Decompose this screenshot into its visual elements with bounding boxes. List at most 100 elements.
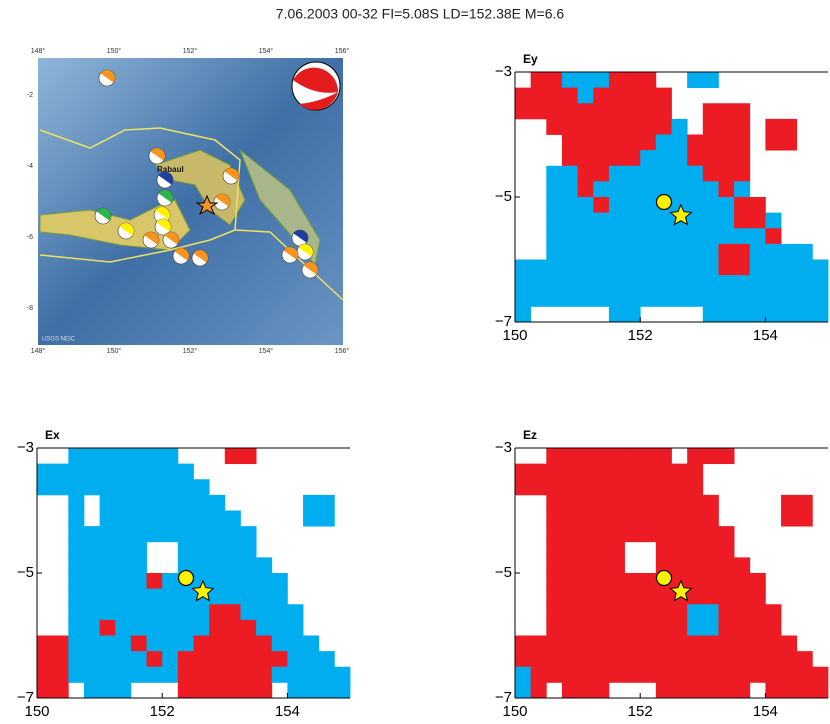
panel: 150152154−3−5−7Ex (17, 428, 351, 720)
cell (812, 464, 828, 480)
cell (562, 88, 578, 104)
cell (562, 557, 578, 573)
cell (319, 557, 335, 573)
cell (703, 495, 719, 511)
cell (656, 88, 672, 104)
cell (100, 557, 116, 573)
cell (272, 557, 288, 573)
cell (162, 604, 178, 620)
cell (672, 526, 688, 542)
cell (609, 526, 625, 542)
cell (672, 260, 688, 276)
cell (781, 667, 797, 683)
cell (515, 526, 531, 542)
cell (765, 306, 781, 322)
cell (53, 495, 69, 511)
cell (703, 275, 719, 291)
cell (68, 495, 84, 511)
cell (812, 682, 828, 698)
cell (734, 557, 750, 573)
cell (609, 150, 625, 166)
cell (178, 620, 194, 636)
cell (797, 557, 813, 573)
cell (718, 213, 734, 229)
cell (531, 291, 547, 307)
cell (334, 620, 350, 636)
cell (546, 620, 562, 636)
cell (287, 464, 303, 480)
cell (194, 636, 210, 652)
cell (640, 604, 656, 620)
cell (750, 150, 766, 166)
cell (209, 573, 225, 589)
cell (37, 526, 53, 542)
cell (750, 197, 766, 213)
cell (578, 542, 594, 558)
cell (797, 119, 813, 135)
cell (287, 589, 303, 605)
map-lat-label: -4 (27, 163, 33, 170)
cell (578, 213, 594, 229)
cell (84, 495, 100, 511)
cell (687, 511, 703, 527)
cell (687, 464, 703, 480)
cell (703, 150, 719, 166)
cell (781, 197, 797, 213)
cell (115, 636, 131, 652)
cell (531, 448, 547, 464)
cell (546, 213, 562, 229)
cell (656, 604, 672, 620)
cell (100, 448, 116, 464)
cell (781, 72, 797, 88)
cell (812, 119, 828, 135)
cell (812, 197, 828, 213)
cell (703, 636, 719, 652)
cell (656, 636, 672, 652)
cell (765, 511, 781, 527)
y-tick-label: −5 (17, 564, 34, 581)
cell (225, 526, 241, 542)
cell (37, 651, 53, 667)
cell (593, 150, 609, 166)
cell (797, 135, 813, 151)
cell (765, 150, 781, 166)
cell (515, 557, 531, 573)
cell (178, 651, 194, 667)
cell (781, 166, 797, 182)
cell (640, 72, 656, 88)
cell (162, 589, 178, 605)
y-tick-label: −5 (495, 564, 512, 581)
cell (718, 306, 734, 322)
cell (797, 260, 813, 276)
cell (765, 88, 781, 104)
cell (84, 667, 100, 683)
cell (703, 479, 719, 495)
cell (131, 604, 147, 620)
cell (593, 589, 609, 605)
cell (546, 166, 562, 182)
cell (734, 573, 750, 589)
panel-title: Ex (45, 428, 60, 442)
cell (609, 135, 625, 151)
cell (37, 667, 53, 683)
cell (687, 88, 703, 104)
cell (640, 228, 656, 244)
cell (703, 197, 719, 213)
cell (781, 244, 797, 260)
cell (240, 542, 256, 558)
cell (656, 682, 672, 698)
cell (209, 526, 225, 542)
cell (562, 228, 578, 244)
cell (812, 244, 828, 260)
cell (593, 620, 609, 636)
cell (84, 557, 100, 573)
cell (625, 573, 641, 589)
cell (672, 228, 688, 244)
cell (609, 197, 625, 213)
cell (194, 667, 210, 683)
cell (303, 511, 319, 527)
cell (765, 667, 781, 683)
cell (640, 620, 656, 636)
cell (734, 464, 750, 480)
cell (319, 464, 335, 480)
